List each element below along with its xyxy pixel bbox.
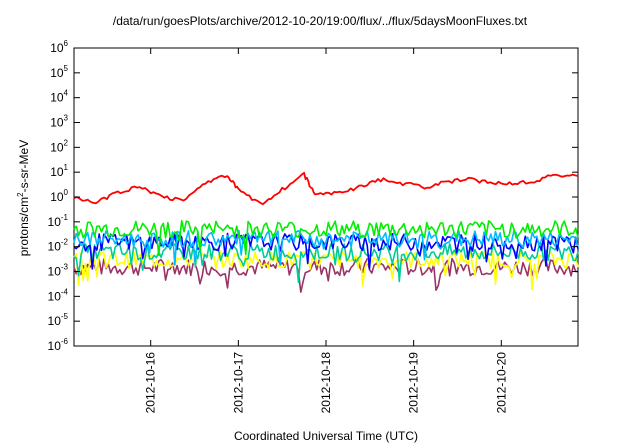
y-tick-label: 106 xyxy=(50,39,68,55)
series-line xyxy=(73,171,579,206)
y-tick-label: 10-3 xyxy=(48,263,69,279)
y-tick-label: 103 xyxy=(50,114,68,130)
series-layer xyxy=(73,171,579,294)
x-tick-label: 2012-10-20 xyxy=(494,352,508,414)
y-tick-label: 104 xyxy=(50,89,68,105)
series-line xyxy=(73,229,579,269)
y-tick-label: 10-6 xyxy=(48,337,69,353)
x-tick-label: 2012-10-19 xyxy=(407,352,421,414)
chart-title: /data/run/goesPlots/archive/2012-10-20/1… xyxy=(112,14,528,28)
y-tick-label: 102 xyxy=(50,138,68,154)
plot-frame xyxy=(73,47,579,347)
series-line xyxy=(73,250,579,291)
y-tick-label: 10-2 xyxy=(48,238,69,254)
y-tick-label: 105 xyxy=(50,64,68,80)
y-tick-label: 100 xyxy=(50,188,68,204)
x-tick-label: 2012-10-17 xyxy=(231,352,245,414)
y-tick-label: 10-4 xyxy=(48,287,69,303)
y-axis-label: protons/cm2-s-sr-MeV xyxy=(16,139,31,257)
x-tick-label: 2012-10-18 xyxy=(319,352,333,414)
x-axis-label: Coordinated Universal Time (UTC) xyxy=(233,429,419,443)
y-tick-label: 101 xyxy=(50,163,68,179)
x-tick-label: 2012-10-16 xyxy=(144,352,158,414)
x-axis: 2012-10-16 2012-10-17 2012-10-18 2012-10-19… xyxy=(144,48,508,414)
series-line xyxy=(73,220,579,257)
y-tick-label: 10-1 xyxy=(48,213,69,229)
y-axis: 10-6 10-5 10-4 10-3 10-2 10-1 100 101 102 103 104 1… xyxy=(48,39,578,353)
y-tick-label: 10-5 xyxy=(48,312,69,328)
